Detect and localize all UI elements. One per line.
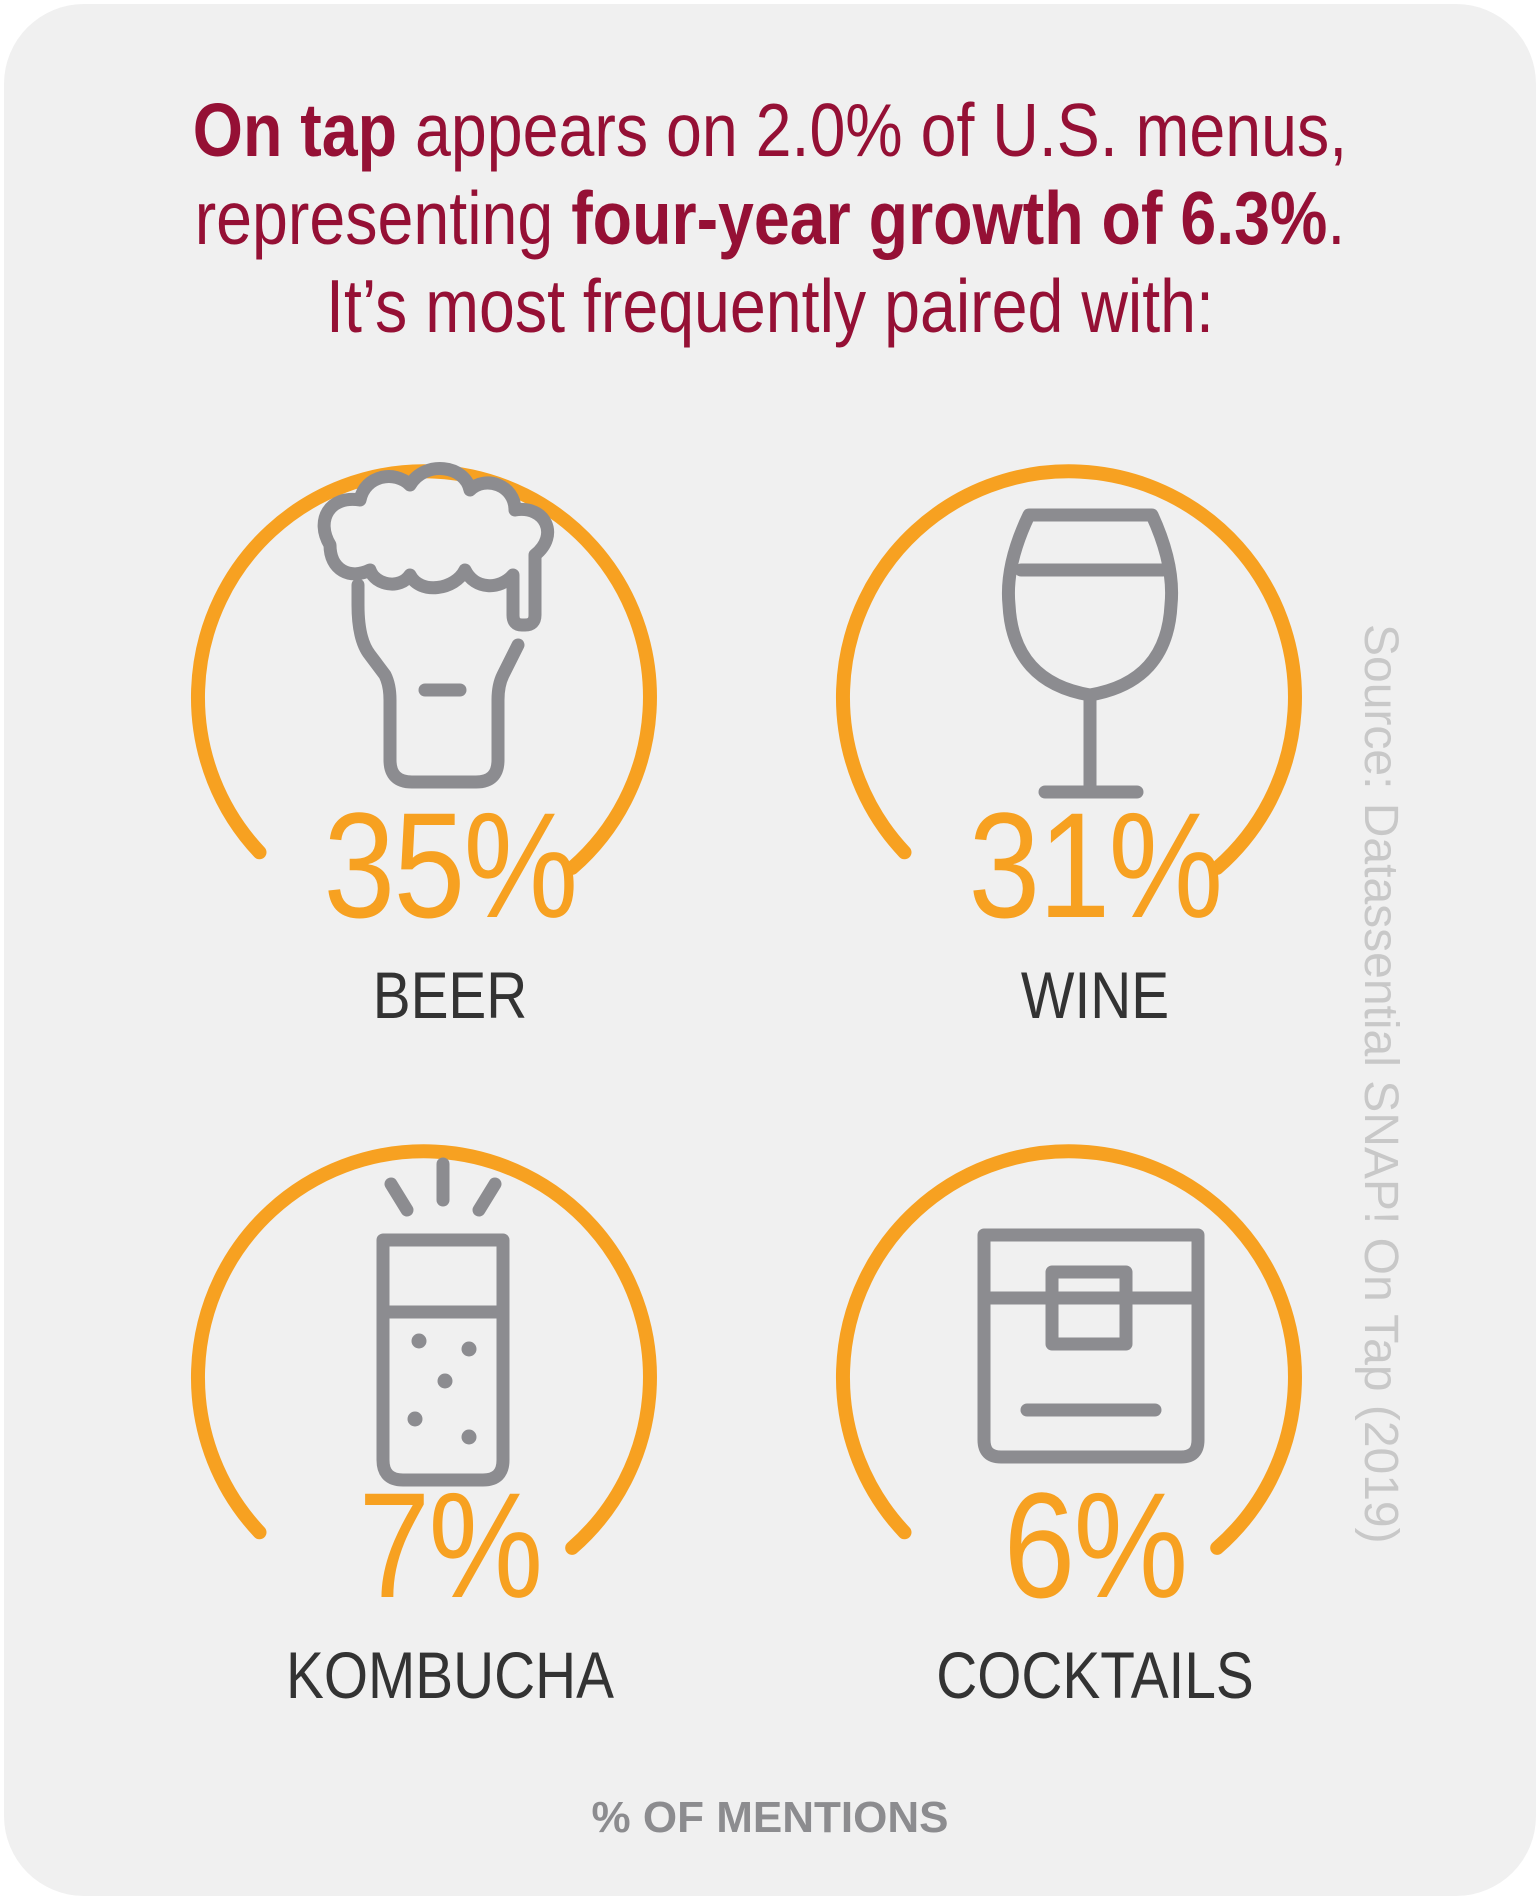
source-note: Source: Datassential SNAP! On Tap (2019)	[1354, 624, 1407, 1544]
headline-line-3: It’s most frequently paired with:	[326, 264, 1214, 348]
cocktail-glass-icon	[977, 1228, 1205, 1464]
kombucha-percentage: 7%	[358, 1461, 543, 1629]
kombucha-bubbles	[407, 1333, 477, 1445]
wine-tile: 31% WINE	[815, 400, 1375, 1030]
beer-label: BEER	[372, 958, 528, 1032]
headline-line-1: On tap appears on 2.0% of U.S. menus,	[192, 88, 1348, 172]
kombucha-tile: 7% KOMBUCHA	[170, 1080, 730, 1710]
cocktails-label: COCKTAILS	[936, 1638, 1254, 1712]
beer-tile: 35% BEER	[170, 400, 730, 1030]
headline: On tap appears on 2.0% of U.S. menus, re…	[108, 86, 1432, 350]
wine-arc	[836, 464, 1302, 875]
beer-arc	[191, 462, 657, 875]
wine-glass-icon	[1001, 508, 1179, 799]
beer-mug-icon	[317, 462, 554, 789]
infographic-card	[4, 4, 1536, 1896]
kombucha-arc	[191, 1144, 657, 1555]
headline-line-2: representing four-year growth of 6.3%.	[194, 176, 1346, 260]
cocktails-tile: 6% COCKTAILS	[815, 1080, 1375, 1710]
kombucha-glass-icon	[376, 1157, 510, 1487]
footer-caption: % OF MENTIONS	[591, 1793, 949, 1842]
kombucha-label: KOMBUCHA	[286, 1638, 614, 1712]
beer-percentage: 35%	[323, 781, 578, 949]
wine-label: WINE	[1020, 958, 1170, 1032]
cocktails-percentage: 6%	[1003, 1461, 1188, 1629]
cocktails-arc	[836, 1144, 1302, 1555]
wine-percentage: 31%	[968, 781, 1223, 949]
